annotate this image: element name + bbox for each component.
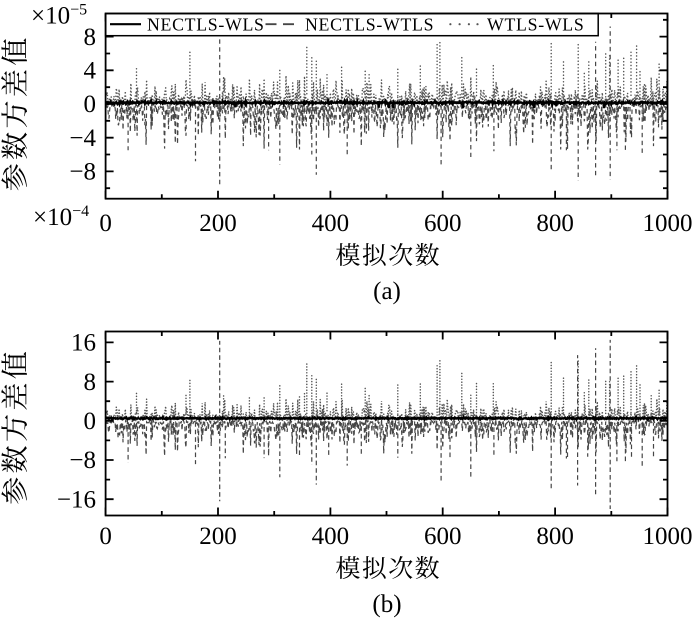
- svg-text:−8: −8: [69, 447, 96, 474]
- svg-text:400: 400: [312, 210, 350, 237]
- svg-text:(a): (a): [373, 278, 401, 305]
- svg-text:600: 600: [424, 210, 462, 237]
- svg-text:0: 0: [99, 210, 112, 237]
- svg-text:1000: 1000: [643, 523, 693, 550]
- svg-text:4: 4: [84, 58, 97, 85]
- svg-text:800: 800: [536, 210, 574, 237]
- svg-text:1000: 1000: [643, 210, 693, 237]
- svg-text:400: 400: [312, 523, 350, 550]
- svg-text:(b): (b): [372, 591, 401, 618]
- svg-text:800: 800: [536, 523, 574, 550]
- svg-text:600: 600: [424, 523, 462, 550]
- svg-text:0: 0: [84, 408, 97, 435]
- svg-text:0: 0: [99, 523, 112, 550]
- svg-text:NECTLS-WTLS: NECTLS-WTLS: [305, 15, 434, 35]
- svg-text:8: 8: [84, 369, 97, 396]
- svg-text:NECTLS-WLS: NECTLS-WLS: [147, 15, 265, 35]
- svg-text:200: 200: [199, 523, 237, 550]
- svg-text:WTLS-WLS: WTLS-WLS: [487, 15, 584, 35]
- svg-text:−16: −16: [57, 486, 96, 513]
- svg-text:−4: −4: [69, 125, 96, 152]
- svg-text:0: 0: [84, 91, 97, 118]
- svg-text:16: 16: [71, 330, 96, 357]
- svg-text:−8: −8: [69, 159, 96, 186]
- svg-text:200: 200: [199, 210, 237, 237]
- svg-text:8: 8: [84, 24, 97, 51]
